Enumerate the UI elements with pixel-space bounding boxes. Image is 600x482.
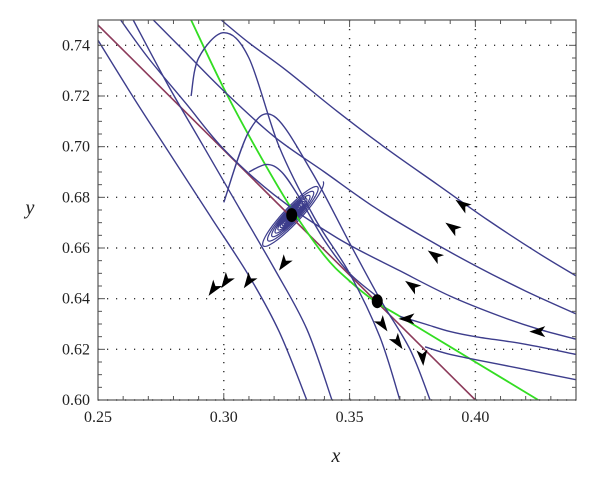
y-tick-label: 0.60	[62, 392, 90, 409]
direction-arrow	[208, 279, 223, 296]
y-tick-label: 0.72	[62, 88, 90, 105]
x-axis-label: x	[331, 445, 341, 467]
green-curve	[190, 20, 539, 400]
trajectory-curve	[132, 20, 333, 400]
trajectory-curve	[220, 20, 576, 277]
y-tick-label: 0.64	[62, 291, 90, 308]
curves	[98, 20, 576, 400]
y-tick-label: 0.66	[62, 240, 90, 257]
trajectory-curve	[223, 113, 431, 400]
y-tick-label: 0.74	[62, 37, 90, 54]
direction-arrow	[243, 272, 258, 289]
y-tick-labels: 0.60 0.62 0.64 0.66 0.68 0.70 0.72 0.74	[62, 37, 90, 409]
x-tick-label: 0.35	[336, 409, 364, 426]
direction-arrow	[373, 315, 388, 332]
direction-arrow	[279, 254, 293, 271]
axis-ticks	[97, 19, 577, 401]
grid	[98, 20, 576, 401]
equilibrium-points	[286, 208, 383, 309]
direction-arrow	[427, 250, 445, 265]
direction-arrow	[445, 222, 462, 237]
trajectory-curve	[399, 315, 576, 356]
x-tick-label: 0.25	[84, 409, 112, 426]
direction-arrow	[405, 280, 422, 295]
trajectory-curve	[120, 20, 576, 340]
direction-arrows	[208, 199, 546, 366]
x-tick-labels: 0.25 0.30 0.35 0.40	[84, 409, 489, 426]
y-tick-label: 0.62	[62, 341, 90, 358]
x-tick-label: 0.40	[461, 409, 489, 426]
y-axis-label: y	[24, 197, 35, 219]
trajectory-curve	[248, 163, 381, 300]
direction-arrow	[221, 272, 235, 289]
direction-arrow	[529, 326, 546, 338]
y-tick-label: 0.68	[62, 189, 90, 206]
y-tick-label: 0.70	[62, 139, 90, 156]
trajectory-curve	[98, 39, 308, 400]
direction-arrow	[398, 313, 415, 325]
trajectory-curve	[190, 31, 401, 400]
trajectory-curve	[424, 346, 576, 381]
x-tick-label: 0.30	[210, 409, 238, 426]
plot-area	[98, 20, 576, 400]
equilibrium-point	[286, 208, 298, 223]
equilibrium-point	[371, 294, 383, 309]
direction-arrow	[416, 349, 428, 366]
direction-arrow	[388, 332, 403, 350]
direction-arrow	[455, 199, 472, 214]
trajectory-curve	[152, 20, 576, 315]
